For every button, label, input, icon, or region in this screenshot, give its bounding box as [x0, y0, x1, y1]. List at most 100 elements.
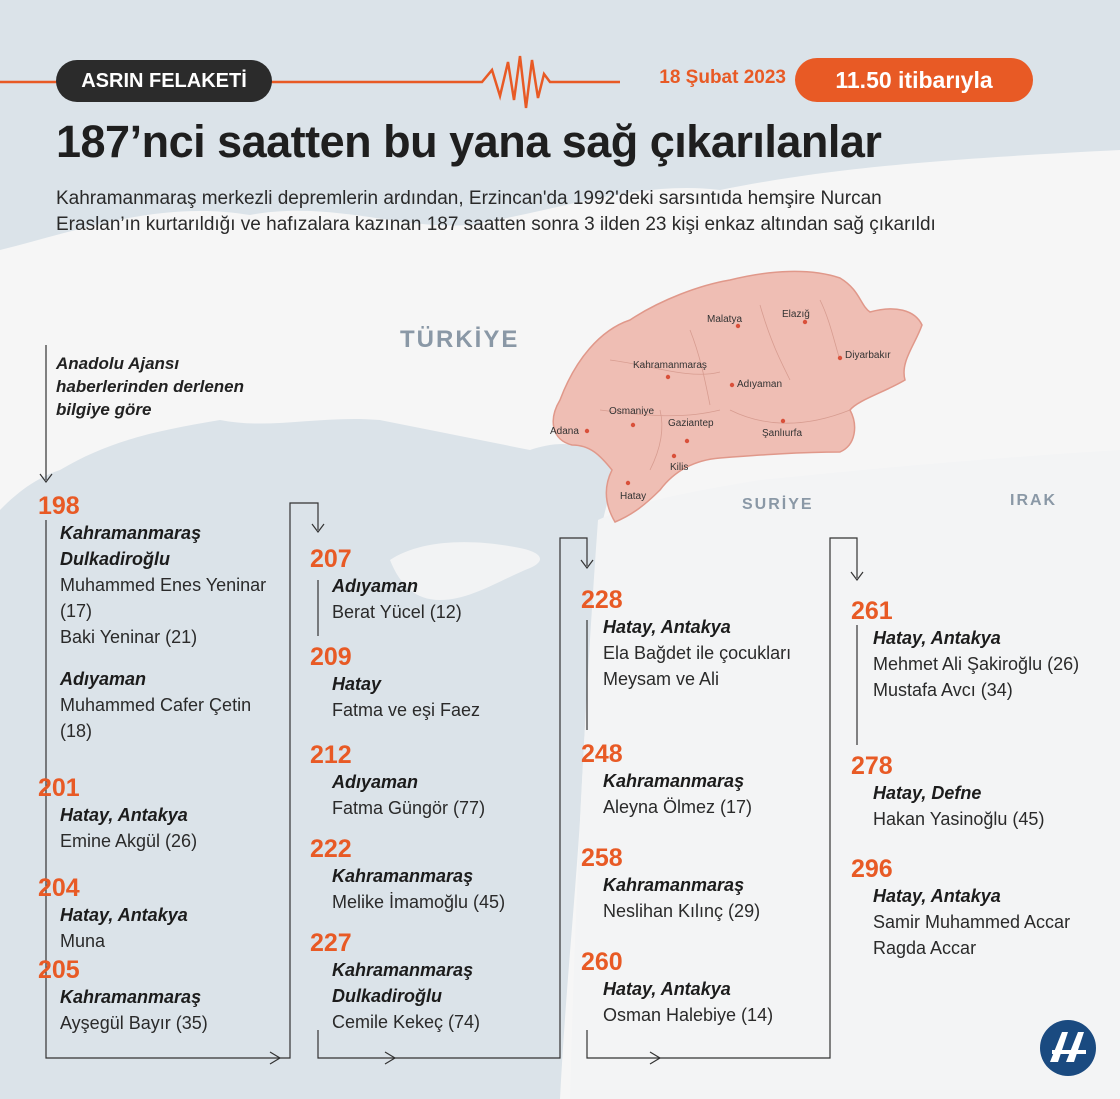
location-label: Hatay, Antakya [873, 628, 1001, 648]
arrow-bottom-2 [384, 1051, 397, 1065]
city-marker-malatya [735, 323, 741, 329]
person-name: Muhammed Enes Yeninar (17) [60, 575, 267, 621]
hour-label: 201 [38, 774, 80, 802]
location-label: Adıyaman [332, 576, 419, 596]
location-label: Adıyaman [60, 669, 147, 689]
timeline-entry: 278 Hatay, Defne Hakan Yasinoğlu (45) [851, 752, 1101, 832]
arrow-bottom-3 [649, 1051, 662, 1065]
city-marker-kilis [671, 453, 677, 459]
arrow-col2-down [311, 523, 325, 533]
person-name: Neslihan Kılınç (29) [603, 901, 761, 921]
city-label-adana: Adana [550, 426, 579, 437]
person-name: Muna [60, 931, 106, 951]
hour-label: 260 [581, 948, 623, 976]
category-tag: ASRIN FELAKETİ [56, 60, 272, 102]
location-label: Hatay, Antakya [873, 886, 1001, 906]
person-name: Osman Halebiye (14) [603, 1005, 774, 1025]
city-marker-diyarbakir [837, 355, 843, 361]
hour-label: 207 [310, 545, 352, 573]
page-title: 187’nci saatten bu yana sağ çıkarılanlar [56, 116, 882, 167]
city-label-gaziantep: Gaziantep [668, 418, 714, 429]
person-name: Aleyna Ölmez (17) [603, 797, 753, 817]
city-marker-osmaniye [630, 422, 636, 428]
timeline-entry: 204 Hatay, Antakya Muna [38, 874, 288, 954]
location-label: Kahramanmaraş [332, 866, 474, 886]
land-cyprus [390, 542, 541, 600]
source-note: Anadolu Ajansı haberlerinden derlenen bi… [56, 354, 244, 419]
location-label: Kahramanmaraş Dulkadiroğlu [60, 523, 202, 569]
timeline-entry: 260 Hatay, Antakya Osman Halebiye (14) [581, 948, 831, 1028]
timeline-entry: 212 Adıyaman Fatma Güngör (77) [310, 741, 560, 821]
city-label-sanliurfa: Şanlıurfa [762, 428, 803, 439]
arrow-col3-down [580, 559, 594, 569]
land-south [570, 450, 1120, 1099]
person-name: Fatma ve eşi Faez [332, 700, 481, 720]
city-marker-elazig [802, 319, 808, 325]
seismograph-line [0, 55, 620, 109]
hour-label: 296 [851, 855, 893, 883]
country-label-suriye: SURİYE [742, 496, 814, 513]
page-subtitle: Kahramanmaraş merkezli depremlerin ardın… [56, 188, 936, 235]
connector-col1-line [45, 502, 319, 1059]
city-marker-gaziantep [684, 438, 690, 444]
person-name: Samir Muhammed Accar [873, 912, 1071, 932]
hour-label: 209 [310, 643, 352, 671]
hour-label: 222 [310, 835, 352, 863]
city-label-adiyaman: Adıyaman [737, 379, 783, 390]
city-label-osmaniye: Osmaniye [609, 406, 655, 417]
hour-label: 204 [38, 874, 80, 902]
timeline-entry: 201 Hatay, Antakya Emine Akgül (26) [38, 774, 288, 854]
timeline-entry: 207 Adıyaman Berat Yücel (12) [310, 545, 560, 625]
person-name: Muhammed Cafer Çetin (18) [60, 695, 252, 741]
timeline-entry: 198 Kahramanmaraş Dulkadiroğlu Muhammed … [38, 492, 288, 744]
aa-logo-icon [1040, 1020, 1096, 1076]
person-name: Ela Bağdet ile çocukları Meysam ve Ali [603, 643, 792, 689]
hour-label: 198 [38, 492, 80, 520]
arrow-col1-down [39, 473, 53, 483]
arrow-bottom-1 [269, 1051, 282, 1065]
hour-label: 261 [851, 597, 893, 625]
location-label: Hatay [332, 674, 382, 694]
country-label-turkiye: TÜRKİYE [400, 326, 520, 353]
city-marker-adiyaman [729, 382, 735, 388]
hour-label: 227 [310, 929, 352, 957]
country-label-irak: IRAK [1010, 492, 1058, 509]
timeline-entry: 248 Kahramanmaraş Aleyna Ölmez (17) [581, 740, 831, 820]
person-name: Emine Akgül (26) [60, 831, 198, 851]
timeline-entry: 261 Hatay, Antakya Mehmet Ali Şakiroğlu … [851, 597, 1101, 703]
city-label-malatya: Malatya [707, 314, 743, 325]
location-label: Adıyaman [332, 772, 419, 792]
timeline-entry: 209 Hatay Fatma ve eşi Faez [310, 643, 560, 723]
location-label: Hatay, Antakya [603, 617, 731, 637]
timeline-entry: 296 Hatay, Antakya Samir Muhammed Accar … [851, 855, 1101, 961]
location-label: Hatay, Antakya [60, 805, 188, 825]
person-name: Ragda Accar [873, 938, 977, 958]
location-label: Kahramanmaraş Dulkadiroğlu [332, 960, 474, 1006]
city-marker-hatay [625, 480, 631, 486]
timeline-entry: 258 Kahramanmaraş Neslihan Kılınç (29) [581, 844, 831, 924]
person-name: Mustafa Avcı (34) [873, 680, 1013, 700]
hour-label: 205 [38, 956, 80, 984]
hour-label: 228 [581, 586, 623, 614]
timeline-entry: 205 Kahramanmaraş Ayşegül Bayır (35) [38, 956, 288, 1036]
city-label-diyarbakir: Diyarbakır [845, 350, 891, 361]
hour-label: 248 [581, 740, 623, 768]
person-name: Mehmet Ali Şakiroğlu (26) [873, 654, 1080, 674]
timeline-entry: 227 Kahramanmaraş Dulkadiroğlu Cemile Ke… [310, 929, 560, 1035]
timeline-entry: 228 Hatay, Antakya Ela Bağdet ile çocukl… [581, 586, 831, 692]
city-marker-sanliurfa [780, 418, 786, 424]
timeline-entry: 222 Kahramanmaraş Melike İmamoğlu (45) [310, 835, 560, 915]
time-badge: 11.50 itibarıyla [795, 58, 1033, 102]
arrow-col4-down [850, 571, 864, 581]
location-label: Hatay, Antakya [603, 979, 731, 999]
person-name: Cemile Kekeç (74) [332, 1012, 481, 1032]
hour-label: 278 [851, 752, 893, 780]
date-label: 18 Şubat 2023 [659, 67, 786, 88]
hour-label: 212 [310, 741, 352, 769]
person-name: Fatma Güngör (77) [332, 798, 486, 818]
person-name: Baki Yeninar (21) [60, 627, 198, 647]
connector-col3-bottom [586, 537, 858, 1059]
city-label-elazig: Elazığ [782, 309, 810, 320]
